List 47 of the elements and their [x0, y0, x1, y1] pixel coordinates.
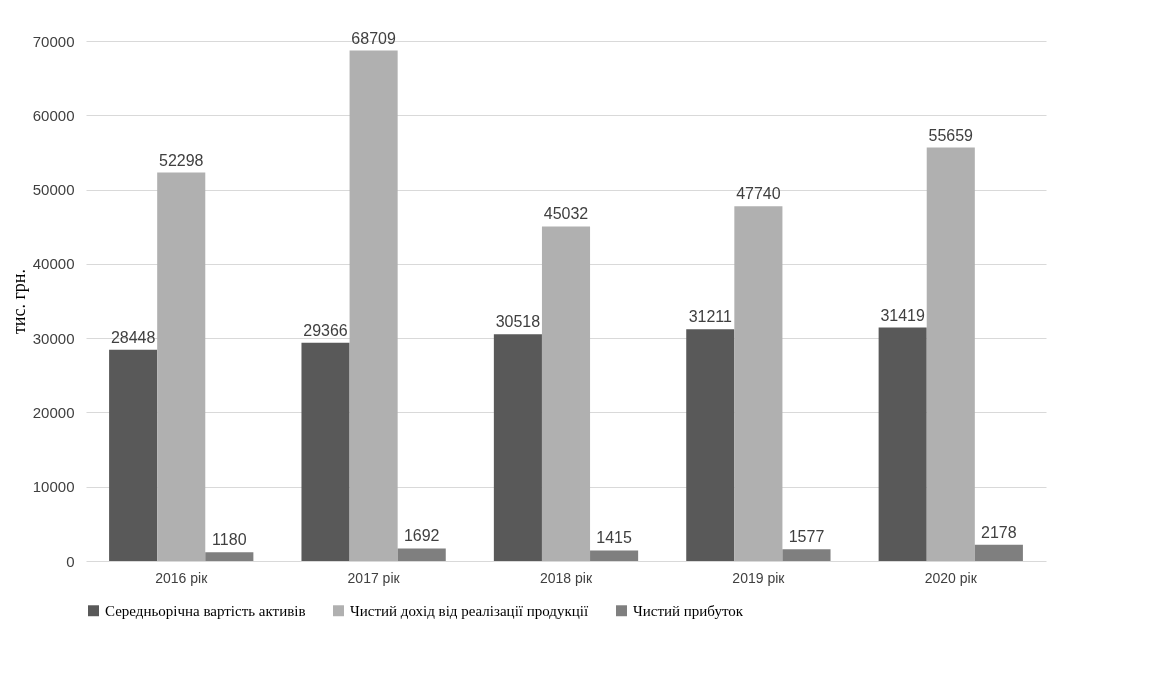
data-label: 68709: [351, 29, 396, 47]
data-label: 45032: [543, 205, 589, 223]
y-tick-label: 10000: [32, 478, 75, 496]
bar: [782, 549, 831, 561]
bar: [734, 206, 783, 561]
y-tick-label: 20000: [32, 403, 75, 421]
data-label: 2178: [981, 523, 1017, 541]
y-tick-label: 30000: [32, 329, 75, 347]
data-label: 31211: [688, 308, 733, 326]
bar: [157, 172, 206, 561]
bar: [974, 544, 1023, 561]
bar: [541, 226, 591, 561]
bar: [109, 349, 158, 561]
data-label: 1180: [212, 531, 247, 549]
data-label: 47740: [736, 185, 781, 203]
data-label: 29366: [303, 321, 348, 339]
bar: [686, 329, 735, 561]
data-label: 1692: [403, 527, 440, 545]
x-tick-label: 2017 рік: [347, 569, 401, 586]
x-tick-label: 2018 рік: [539, 569, 593, 586]
x-tick-label: 2016 рік: [155, 569, 209, 586]
bar: [878, 327, 927, 561]
y-tick-label: 0: [66, 552, 75, 570]
y-tick-label: 60000: [32, 106, 75, 124]
y-tick-label: 50000: [32, 181, 75, 199]
bar: [349, 50, 398, 561]
x-tick-label: 2019 рік: [732, 569, 786, 586]
data-label: 1577: [788, 528, 825, 546]
data-label: 55659: [928, 126, 974, 144]
bar: [926, 147, 975, 561]
bar: [205, 552, 254, 561]
bar: [590, 550, 639, 561]
data-label: 1415: [596, 529, 632, 547]
x-tick-label: 2020 рік: [924, 569, 978, 586]
data-label: 28448: [110, 328, 156, 346]
legend-label: Середньорічна вартість активів: [105, 602, 306, 619]
bar: [493, 334, 542, 561]
data-label: 30518: [495, 313, 541, 331]
legend-label: Чистий прибуток: [633, 602, 744, 619]
data-label: 31419: [880, 306, 926, 324]
bar: [301, 342, 350, 561]
y-tick-label: 70000: [32, 32, 75, 50]
data-label: 52298: [158, 151, 204, 169]
bar: [397, 548, 446, 561]
legend-label: Чистий дохід від реалізації продукції: [350, 602, 589, 619]
y-axis-title: тис. грн.: [8, 268, 29, 335]
y-tick-label: 40000: [32, 255, 75, 273]
